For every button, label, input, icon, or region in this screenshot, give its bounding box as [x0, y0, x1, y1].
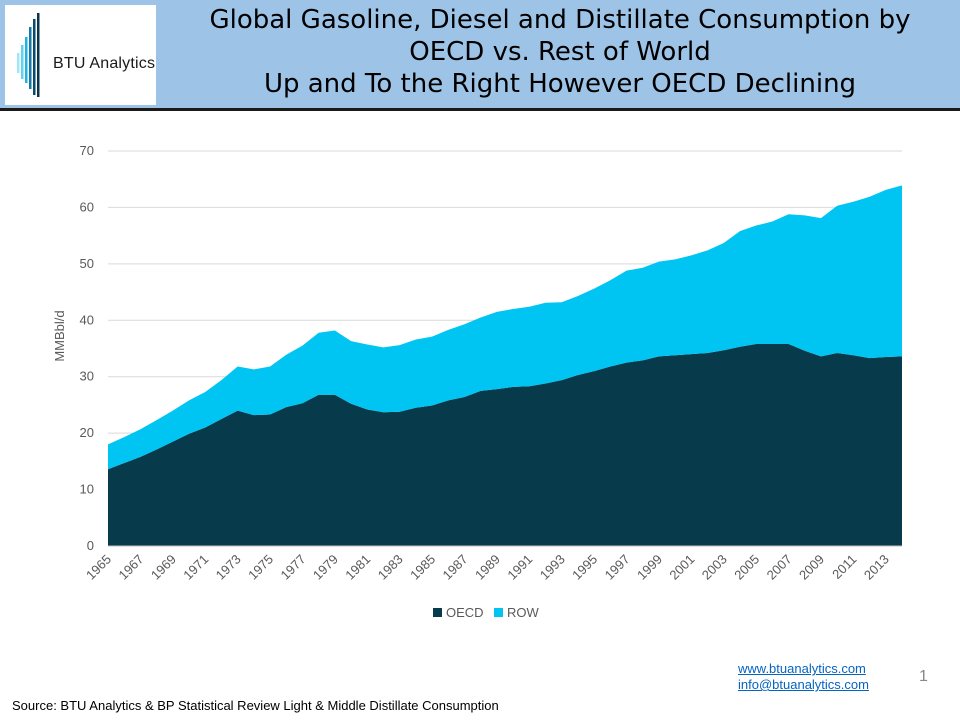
- title-line-3: Up and To the Right However OECD Declini…: [263, 69, 857, 99]
- x-tick-label-1989: 1989: [472, 552, 503, 583]
- x-tick-label-1987: 1987: [440, 552, 471, 583]
- website-link[interactable]: www.btuanalytics.com: [738, 661, 866, 676]
- contact-links: www.btuanalytics.com info@btuanalytics.c…: [738, 661, 869, 693]
- page-number: 1: [919, 668, 928, 685]
- x-tick-label-1971: 1971: [180, 552, 211, 583]
- legend: OECD ROW: [433, 605, 540, 620]
- x-tick-label-1981: 1981: [342, 552, 373, 583]
- x-tick-label-2009: 2009: [796, 552, 827, 583]
- title-line-1: Global Gasoline, Diesel and Distillate C…: [209, 5, 911, 35]
- x-tick-label-2007: 2007: [764, 552, 795, 583]
- x-tick-label-1983: 1983: [375, 552, 406, 583]
- y-tick-label-20: 20: [80, 425, 94, 440]
- email-link[interactable]: info@btuanalytics.com: [738, 677, 869, 692]
- x-tick-label-1995: 1995: [569, 552, 600, 583]
- x-tick-label-1993: 1993: [537, 552, 568, 583]
- y-tick-label-10: 10: [80, 482, 94, 497]
- x-tick-label-1965: 1965: [83, 552, 114, 583]
- y-tick-label-40: 40: [80, 312, 94, 327]
- y-axis-title: MMBbl/d: [52, 310, 67, 361]
- x-tick-label-1999: 1999: [634, 552, 665, 583]
- x-tick-label-1975: 1975: [245, 552, 276, 583]
- company-logo: BTU Analytics: [5, 5, 156, 105]
- legend-swatch-row: [494, 608, 503, 617]
- logo-text: BTU Analytics: [53, 55, 156, 72]
- y-tick-label-50: 50: [80, 256, 94, 271]
- logo-bars-icon: [17, 13, 40, 97]
- x-tick-label-1985: 1985: [407, 552, 438, 583]
- header-banner: [0, 0, 960, 108]
- area-series: [108, 185, 902, 546]
- y-tick-label-0: 0: [87, 538, 94, 553]
- title-line-2: OECD vs. Rest of World: [409, 37, 711, 67]
- legend-label-row: ROW: [507, 605, 540, 620]
- x-tick-label-2001: 2001: [666, 552, 697, 583]
- x-tick-label-1979: 1979: [310, 552, 341, 583]
- y-tick-label-70: 70: [80, 143, 94, 158]
- x-tick-label-1973: 1973: [213, 552, 244, 583]
- x-tick-label-2011: 2011: [829, 552, 859, 582]
- legend-label-oecd: OECD: [446, 605, 484, 620]
- legend-swatch-oecd: [433, 608, 442, 617]
- x-tick-label-1991: 1991: [504, 552, 535, 583]
- page-title: Global Gasoline, Diesel and Distillate C…: [160, 4, 960, 100]
- x-tick-label-1967: 1967: [115, 552, 146, 583]
- area-oecd: [108, 343, 902, 546]
- x-tick-label-2003: 2003: [699, 552, 730, 583]
- header-divider: [0, 108, 960, 111]
- x-tick-label-1977: 1977: [278, 552, 309, 583]
- source-note: Source: BTU Analytics & BP Statistical R…: [12, 698, 499, 713]
- x-tick-label-2005: 2005: [731, 552, 762, 583]
- x-tick-label-2013: 2013: [861, 552, 892, 583]
- area-row: [108, 185, 902, 470]
- y-tick-label-60: 60: [80, 199, 94, 214]
- y-tick-label-30: 30: [80, 369, 94, 384]
- x-tick-label-1969: 1969: [148, 552, 179, 583]
- x-tick-label-1997: 1997: [602, 552, 633, 583]
